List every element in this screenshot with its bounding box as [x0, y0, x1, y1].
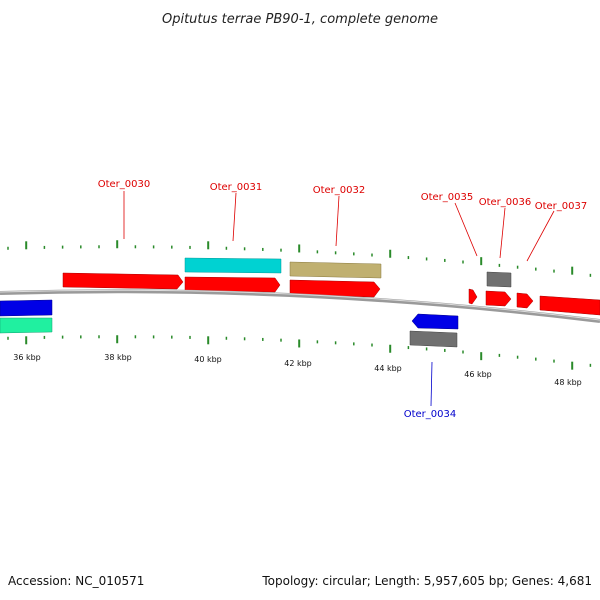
- feature-rna-oter-0031: [184, 257, 282, 274]
- gene-label-oter-0031: Oter_0031: [210, 182, 263, 193]
- kbp-label: 48 kbp: [554, 378, 582, 387]
- gene-label-oter-0036: Oter_0036: [479, 197, 532, 208]
- kbp-label: 40 kbp: [194, 355, 222, 364]
- gene-label-oter-0030: Oter_0030: [98, 179, 151, 190]
- gene-label-oter-0032: Oter_0032: [313, 185, 366, 196]
- gene-label-oter-0035: Oter_0035: [421, 192, 474, 203]
- kbp-label: 38 kbp: [104, 353, 132, 362]
- gene-oter-0034: [411, 313, 459, 330]
- genome-backbone-highlight: [0, 289, 600, 321]
- gene-oter-0037: [516, 292, 534, 309]
- top-tick-track: [7, 240, 592, 277]
- map-title: Opitutus terrae PB90-1, complete genome: [162, 12, 438, 27]
- gene-label-oter-0034: Oter_0034: [404, 409, 457, 420]
- gene-oter-0035: [468, 288, 478, 305]
- kbp-label: 36 kbp: [13, 353, 41, 362]
- gene-oter-0036: [485, 290, 512, 307]
- accession-text: Accession: NC_010571: [8, 574, 144, 588]
- feature-gene-oter-0036-gray: [486, 271, 512, 288]
- gene-oter-0030: [62, 272, 184, 290]
- kbp-label: 42 kbp: [284, 359, 312, 368]
- gene-oter-0038: [539, 295, 600, 316]
- callout-lines: [123, 191, 555, 407]
- gene-reverse-left: [0, 299, 53, 317]
- feature-gray-oter-0034: [409, 330, 458, 348]
- genome-backbone: [0, 289, 600, 323]
- kbp-label: 46 kbp: [464, 370, 492, 379]
- genome-summary-text: Topology: circular; Length: 5,957,605 bp…: [261, 574, 592, 588]
- kbp-label: 44 kbp: [374, 364, 402, 373]
- gene-label-oter-0037: Oter_0037: [535, 201, 588, 212]
- gene-oter-0031: [184, 276, 281, 293]
- bottom-tick-track: [7, 335, 592, 370]
- feature-aqua-left: [0, 317, 53, 334]
- gene-oter-0032: [289, 279, 381, 298]
- feature-trna-oter-0032: [289, 261, 382, 279]
